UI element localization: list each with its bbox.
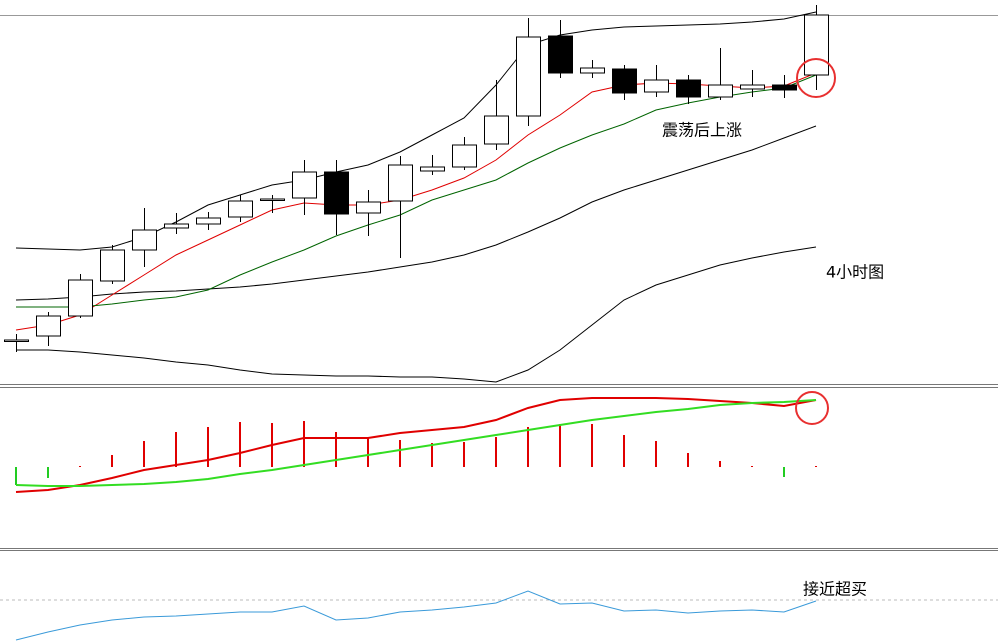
candle-body bbox=[36, 315, 61, 337]
annotation: 接近超买 bbox=[803, 580, 867, 599]
candle-body bbox=[740, 84, 765, 90]
candle-body bbox=[260, 198, 285, 201]
candle-body bbox=[580, 67, 605, 74]
candle-body bbox=[644, 79, 669, 93]
candle-body bbox=[68, 279, 93, 317]
annotation: 4小时图 bbox=[826, 263, 884, 282]
candle-body bbox=[804, 14, 829, 76]
candle-body bbox=[708, 84, 733, 98]
candle-body bbox=[196, 217, 221, 225]
candle-body bbox=[292, 171, 317, 199]
candle-body bbox=[388, 164, 413, 202]
candle-body bbox=[516, 36, 541, 117]
line bbox=[15, 125, 817, 301]
line bbox=[16, 246, 817, 383]
line bbox=[15, 397, 817, 493]
candle-body bbox=[324, 171, 349, 215]
candle-body bbox=[452, 144, 477, 168]
candle-body bbox=[612, 68, 637, 94]
plot bbox=[0, 5, 998, 641]
candle-body bbox=[676, 79, 701, 98]
annotation: 震荡后上涨 bbox=[662, 121, 742, 140]
candle-body bbox=[356, 201, 381, 214]
candle-body bbox=[228, 200, 253, 218]
candle-body bbox=[772, 84, 797, 91]
candle-body bbox=[100, 249, 125, 282]
line bbox=[15, 590, 817, 641]
line bbox=[15, 399, 817, 487]
candle-body bbox=[420, 166, 445, 172]
candle-body bbox=[484, 115, 509, 145]
candle-body bbox=[164, 223, 189, 229]
highlight-circle bbox=[796, 58, 836, 98]
line bbox=[16, 74, 817, 308]
candle-body bbox=[4, 339, 29, 342]
candle-body bbox=[132, 229, 157, 251]
highlight-circle bbox=[795, 391, 829, 425]
candle-body bbox=[548, 35, 573, 74]
